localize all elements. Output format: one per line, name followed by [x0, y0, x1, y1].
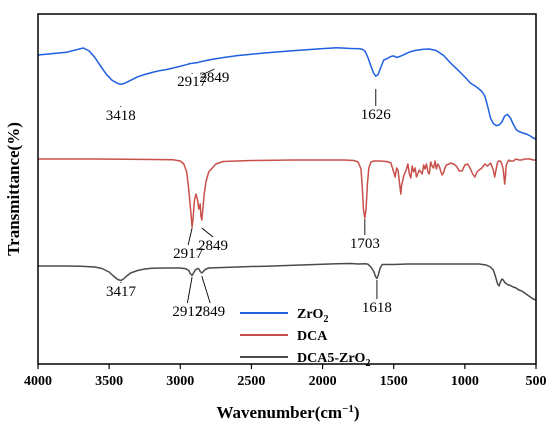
spectrum-line-2 — [38, 158, 536, 228]
x-tick-label: 1000 — [451, 374, 479, 389]
peak-label: 3417 — [106, 284, 137, 300]
x-tick-label: 4000 — [24, 374, 52, 389]
peak-label: 2849 — [195, 304, 225, 320]
peak-label: 2917 — [177, 74, 208, 90]
legend-label-1: ZrO2 — [297, 307, 328, 325]
spectrum-line-3 — [38, 262, 537, 301]
annotation-leader — [201, 275, 211, 304]
peak-label: 2917 — [173, 246, 204, 262]
x-axis-title: Wavenumber(cm−1) — [216, 403, 359, 422]
y-axis-title: Transmittance(%) — [4, 122, 23, 256]
series-layer — [37, 47, 537, 301]
annotation-leader — [201, 68, 215, 76]
legend-label-3: DCA5-ZrO2 — [297, 351, 370, 369]
x-tick-label: 500 — [526, 374, 547, 389]
peak-label: 3418 — [106, 108, 136, 124]
legend-label-2: DCA — [297, 329, 328, 344]
peak-label: 1618 — [362, 300, 392, 316]
x-axis-title-main: Wavenumber(cm — [216, 403, 342, 422]
x-tick-layer: 4000 3500 3000 2500 2000 1500 1000 500 — [24, 364, 547, 389]
annotation-leader — [201, 227, 214, 238]
annotation-leader — [187, 227, 193, 246]
peak-label: 2917 — [172, 304, 203, 320]
spectrum-line-1 — [37, 47, 537, 140]
plot-frame — [37, 13, 537, 365]
x-tick-label: 3000 — [166, 374, 194, 389]
peak-label: 1703 — [350, 236, 380, 252]
x-tick-label: 1500 — [380, 374, 408, 389]
x-tick-label: 2000 — [309, 374, 337, 389]
annotation-leader — [186, 276, 193, 304]
peak-label: 2849 — [198, 238, 228, 254]
peak-label: 1626 — [361, 107, 392, 123]
x-tick-label: 2500 — [237, 374, 265, 389]
x-tick-label: 3500 — [95, 374, 123, 389]
x-axis-title-sup: −1 — [342, 403, 354, 415]
x-axis-title-tail: ) — [354, 403, 360, 422]
legend: ZrO2 DCA DCA5-ZrO2 — [240, 307, 370, 369]
peak-label: 2849 — [199, 70, 229, 86]
